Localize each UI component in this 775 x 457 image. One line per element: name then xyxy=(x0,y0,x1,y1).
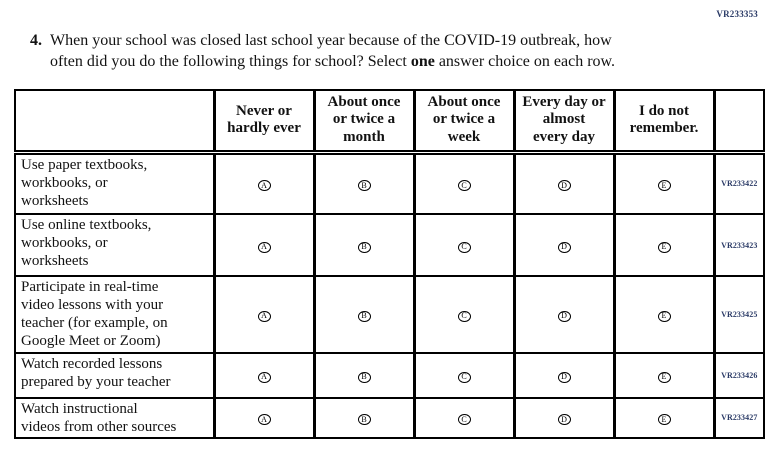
answer-bubble-b[interactable]: B xyxy=(357,241,371,253)
bubble-cell: A xyxy=(212,351,316,399)
answer-bubble-b[interactable]: B xyxy=(357,310,371,322)
bubble-cell: C xyxy=(412,213,516,277)
answer-bubble-e[interactable]: E xyxy=(657,310,671,322)
table-row-realtime-video-lessons: Participate in real-time video lessons w… xyxy=(14,275,765,354)
answer-bubble-b[interactable]: B xyxy=(357,180,371,192)
header-once-twice-month: About once or twice a month xyxy=(312,89,416,155)
row-code: VR233427 xyxy=(712,396,765,439)
answer-bubble-b[interactable]: B xyxy=(357,414,371,426)
table-row-recorded-lessons: Watch recorded lessons prepared by your … xyxy=(14,351,765,399)
form-code: VR233353 xyxy=(716,9,758,19)
table-row-paper-textbooks: Use paper textbooks, workbooks, or works… xyxy=(14,151,765,215)
answer-bubble-e[interactable]: E xyxy=(657,241,671,253)
header-never-hardly-ever: Never or hardly ever xyxy=(212,89,316,155)
answer-bubble-e[interactable]: E xyxy=(657,371,671,383)
bubble-cell: C xyxy=(412,351,516,399)
answer-bubble-a[interactable]: A xyxy=(257,310,271,322)
bubble-cell: A xyxy=(212,396,316,439)
answer-bubble-d[interactable]: D xyxy=(557,371,571,383)
row-label: Use paper textbooks, workbooks, or works… xyxy=(14,151,216,215)
bubble-cell: A xyxy=(212,213,316,277)
row-label: Watch instructional videos from other so… xyxy=(14,396,216,439)
row-code: VR233426 xyxy=(712,351,765,399)
answer-bubble-a[interactable]: A xyxy=(257,371,271,383)
row-code: VR233425 xyxy=(712,275,765,354)
bubble-cell: C xyxy=(412,396,516,439)
bubble-cell: D xyxy=(512,396,616,439)
answer-bubble-c[interactable]: C xyxy=(457,241,471,253)
question-block: 4. When your school was closed last scho… xyxy=(30,31,740,73)
bubble-cell: B xyxy=(312,351,416,399)
answer-bubble-a[interactable]: A xyxy=(257,414,271,426)
bubble-cell: A xyxy=(212,151,316,215)
answer-bubble-e[interactable]: E xyxy=(657,414,671,426)
row-label: Participate in real-time video lessons w… xyxy=(14,275,216,354)
bubble-cell: E xyxy=(612,275,716,354)
answer-bubble-d[interactable]: D xyxy=(557,241,571,253)
bubble-cell: E xyxy=(612,396,716,439)
question-text: When your school was closed last school … xyxy=(50,31,615,73)
bubble-cell: A xyxy=(212,275,316,354)
answer-bubble-d[interactable]: D xyxy=(557,180,571,192)
response-grid: Never or hardly ever About once or twice… xyxy=(14,89,765,439)
header-once-twice-week: About once or twice a week xyxy=(412,89,516,155)
answer-bubble-c[interactable]: C xyxy=(457,414,471,426)
bubble-cell: D xyxy=(512,151,616,215)
answer-bubble-d[interactable]: D xyxy=(557,414,571,426)
bubble-cell: C xyxy=(412,151,516,215)
bubble-cell: B xyxy=(312,151,416,215)
answer-bubble-c[interactable]: C xyxy=(457,371,471,383)
header-every-day: Every day or almost every day xyxy=(512,89,616,155)
bubble-cell: B xyxy=(312,275,416,354)
bubble-cell: D xyxy=(512,213,616,277)
bubble-cell: D xyxy=(512,275,616,354)
question-line1: When your school was closed last school … xyxy=(50,32,612,49)
question-bold-word: one xyxy=(410,52,435,70)
bubble-cell: E xyxy=(612,351,716,399)
answer-bubble-c[interactable]: C xyxy=(457,180,471,192)
row-code: VR233422 xyxy=(712,151,765,215)
header-row: Never or hardly ever About once or twice… xyxy=(14,89,765,155)
bubble-cell: D xyxy=(512,351,616,399)
answer-bubble-b[interactable]: B xyxy=(357,371,371,383)
question-line2-after: answer choice on each row. xyxy=(434,52,616,70)
bubble-cell: B xyxy=(312,396,416,439)
answer-bubble-e[interactable]: E xyxy=(657,180,671,192)
answer-bubble-a[interactable]: A xyxy=(257,241,271,253)
row-label: Watch recorded lessons prepared by your … xyxy=(14,351,216,399)
question-number: 4. xyxy=(30,32,42,49)
header-code-blank xyxy=(712,89,765,155)
bubble-cell: B xyxy=(312,213,416,277)
question-line2-before: often did you do the following things fo… xyxy=(50,52,411,70)
header-blank xyxy=(14,89,216,155)
answer-bubble-d[interactable]: D xyxy=(557,310,571,322)
bubble-cell: E xyxy=(612,213,716,277)
row-code: VR233423 xyxy=(712,213,765,277)
bubble-cell: E xyxy=(612,151,716,215)
header-do-not-remember: I do not remember. xyxy=(612,89,716,155)
bubble-cell: C xyxy=(412,275,516,354)
row-label: Use online textbooks, workbooks, or work… xyxy=(14,213,216,277)
table-row-instructional-videos: Watch instructional videos from other so… xyxy=(14,396,765,439)
table-row-online-textbooks: Use online textbooks, workbooks, or work… xyxy=(14,213,765,277)
answer-bubble-a[interactable]: A xyxy=(257,180,271,192)
answer-bubble-c[interactable]: C xyxy=(457,310,471,322)
